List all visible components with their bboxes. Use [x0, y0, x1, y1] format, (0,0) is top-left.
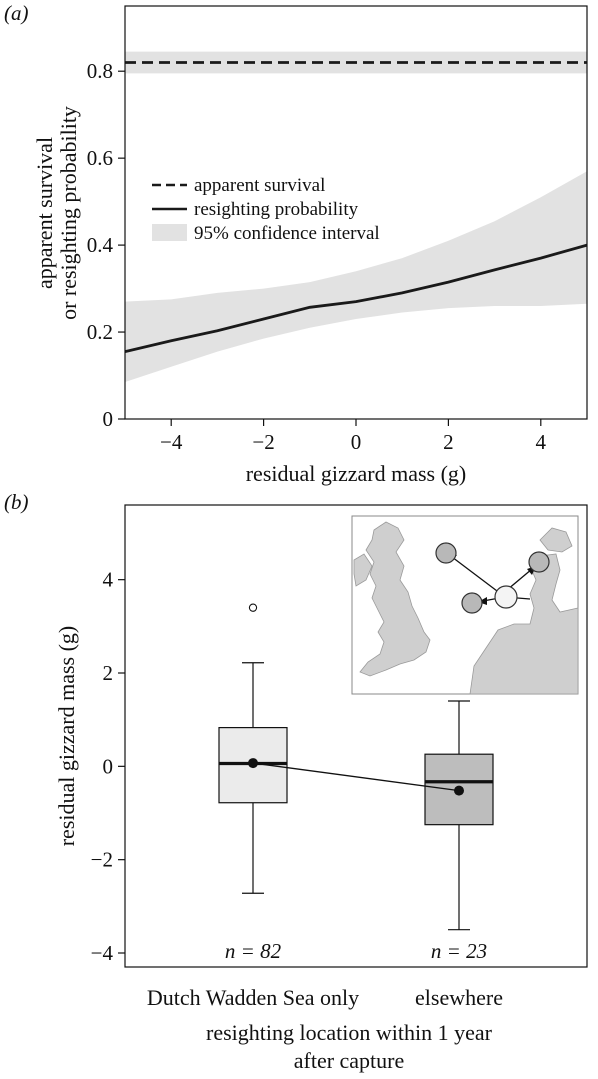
y-tick-label: 0 — [103, 407, 114, 431]
y-tick-label: −2 — [91, 848, 113, 872]
resighting-probability-line — [124, 243, 588, 353]
panel-b-label: (b) — [4, 490, 29, 514]
outlier-point — [248, 603, 258, 612]
x-tick-label: 0 — [351, 430, 362, 454]
y-axis-label-a-line1: apparent survival — [32, 137, 57, 289]
mean-connector-line — [252, 762, 460, 792]
map-site-scotland — [435, 542, 457, 564]
x-ticks-a: −4 −2 0 2 4 — [160, 419, 547, 454]
map-arrow-1 — [451, 556, 506, 598]
legend-label-ci: 95% confidence interval — [194, 223, 380, 244]
y-tick-label: 2 — [103, 661, 114, 685]
panel-a: (a) −4 −2 0 2 4 0 0.2 0.4 0.6 0.8 residual gizza… — [4, 1, 588, 486]
n-label: n = 82 — [225, 939, 282, 963]
y-tick-label: −4 — [91, 941, 114, 965]
y-tick-label: 0 — [103, 754, 114, 778]
map-site-denmark — [528, 551, 550, 573]
legend-label-resighting: resighting probability — [194, 199, 359, 220]
y-tick-label: 4 — [103, 568, 114, 592]
inset-map — [351, 515, 579, 695]
x-tick-label: −2 — [252, 430, 274, 454]
y-ticks-a: 0 0.2 0.4 0.6 0.8 — [87, 59, 125, 431]
y-axis-label-b: residual gizzard mass (g) — [54, 626, 79, 847]
mean-point — [454, 785, 464, 796]
map-arrow-4 — [506, 568, 533, 591]
y-axis-label-a-line2: or resighting probability — [56, 106, 81, 320]
great-britain-shape — [359, 521, 431, 677]
boxplot-elsewhere: n = 23 — [424, 700, 494, 963]
ci-band-resighting — [125, 171, 587, 382]
category-label: elsewhere — [415, 985, 503, 1010]
plot-frame-b — [124, 504, 588, 968]
map-site-east-england — [461, 592, 483, 614]
panel-b: (b) −4 −2 0 2 4 n = 82 n = 23 Dutch Wadden Se… — [4, 490, 588, 1073]
y-ticks-b: −4 −2 0 2 4 — [91, 568, 125, 965]
x-axis-label-b-line2: after capture — [294, 1048, 405, 1073]
boxplots: n = 82 n = 23 — [218, 603, 494, 963]
boxplot-dutch-wadden-sea: n = 82 — [218, 603, 288, 963]
x-tick-label: 4 — [536, 430, 547, 454]
x-tick-label: −4 — [160, 430, 183, 454]
y-tick-label: 0.4 — [87, 233, 114, 257]
series-lines — [124, 61, 588, 353]
panel-a-label: (a) — [4, 1, 29, 25]
legend-band-swatch — [152, 224, 187, 241]
x-axis-label-a: residual gizzard mass (g) — [246, 461, 467, 486]
map-site-wadden-sea — [494, 585, 518, 609]
x-axis-label-b-line1: resighting location within 1 year — [206, 1020, 493, 1045]
x-tick-label: 2 — [443, 430, 454, 454]
ireland-shape — [353, 553, 373, 587]
n-label: n = 23 — [431, 939, 487, 963]
map-arrowhead-2 — [478, 597, 487, 605]
category-label: Dutch Wadden Sea only — [147, 985, 359, 1010]
legend: apparent survival resighting probability… — [152, 175, 380, 244]
mean-point — [248, 758, 258, 769]
legend-label-apparent-survival: apparent survival — [194, 175, 325, 196]
y-tick-label: 0.8 — [87, 59, 113, 83]
y-tick-label: 0.2 — [87, 320, 113, 344]
category-labels: Dutch Wadden Sea only elsewhere — [147, 985, 503, 1010]
scandinavia-shape — [539, 527, 573, 553]
y-tick-label: 0.6 — [87, 146, 113, 170]
